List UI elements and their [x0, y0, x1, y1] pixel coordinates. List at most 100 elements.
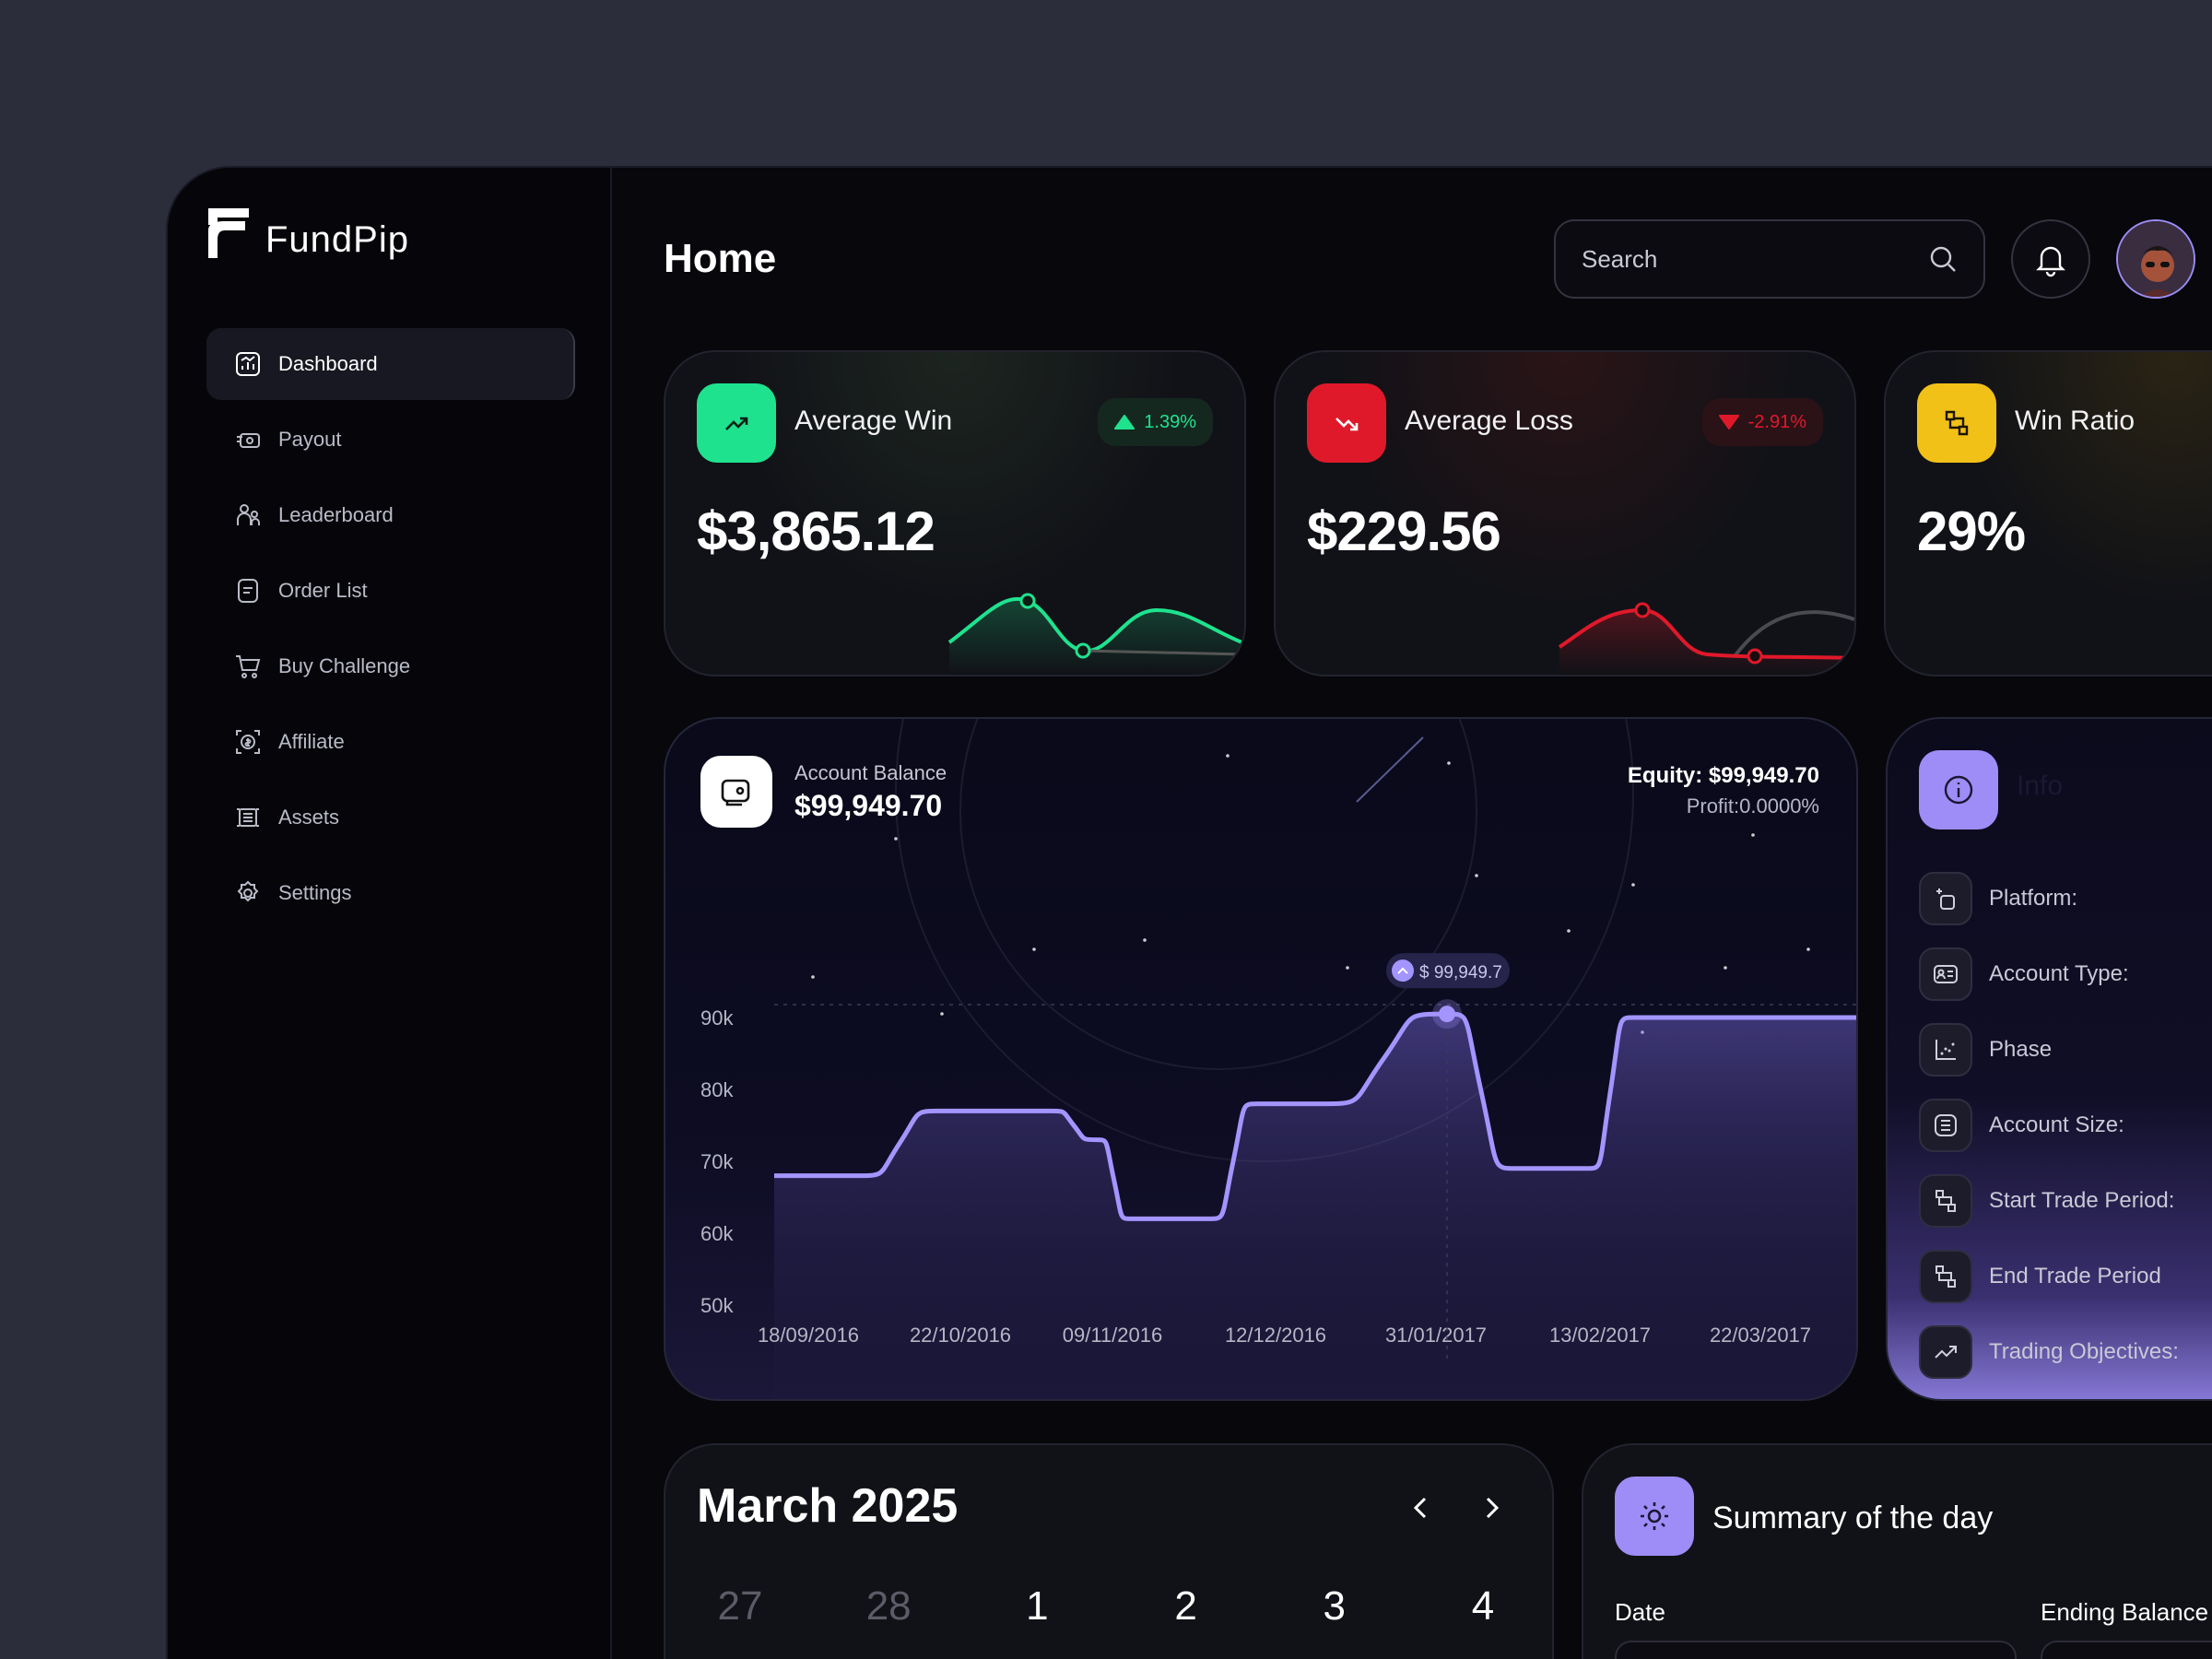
chevron-left-icon — [1413, 1497, 1427, 1519]
ending-balance-field[interactable] — [2041, 1641, 2212, 1659]
sidebar-item-settings[interactable]: Settings — [206, 857, 575, 929]
sidebar-item-affiliate[interactable]: Affiliate — [206, 706, 575, 778]
x-tick-label: 31/01/2017 — [1385, 1324, 1487, 1347]
app-name: FundPip — [265, 218, 409, 260]
sparkline-ratio — [2077, 564, 2212, 675]
calendar-day[interactable]: 3 — [1323, 1583, 1346, 1629]
shooting-star — [1356, 736, 1424, 803]
sidebar: FundPip Dashboard Payout Leaderboard Ord… — [168, 168, 612, 1659]
y-tick-label: 60k — [700, 1222, 734, 1245]
calendar-day[interactable]: 1 — [1026, 1583, 1049, 1629]
search-input[interactable]: Search — [1554, 219, 1985, 299]
balance-label: Account Balance — [794, 761, 947, 784]
info-icon — [1919, 750, 1998, 830]
equity-value: Equity: $99,949.70 — [1627, 763, 1819, 788]
date-label: Date — [1615, 1598, 1665, 1626]
page-title: Home — [664, 236, 777, 281]
payout-icon — [237, 433, 260, 448]
balance-chart: 90k 80k 70k 60k 50k 18/09/2016 22/10/2016 09/1… — [700, 719, 1856, 1399]
calendar-day[interactable]: 2 — [1174, 1583, 1197, 1629]
badge-value: -2.91% — [1747, 411, 1806, 432]
sidebar-item-assets[interactable]: Assets — [206, 782, 575, 853]
sparkline-win — [947, 593, 1244, 675]
info-label: Phase — [1989, 1037, 2053, 1062]
x-tick-label: 18/09/2016 — [758, 1324, 859, 1347]
exchange-icon — [1919, 1250, 1972, 1303]
logo[interactable]: FundPip — [205, 205, 409, 262]
triangle-down-icon — [1718, 415, 1739, 429]
prev-month-button[interactable] — [1403, 1489, 1440, 1526]
exchange-icon — [1917, 383, 1996, 463]
x-tick-label: 22/10/2016 — [910, 1324, 1011, 1347]
tooltip-value: $ 99,949.7 — [1419, 963, 1502, 982]
id-card-icon — [1919, 947, 1972, 1001]
exchange-icon — [1919, 1174, 1972, 1228]
next-month-button[interactable] — [1473, 1489, 1510, 1526]
y-tick-label: 70k — [700, 1150, 734, 1173]
info-row-platform: Platform: — [1919, 861, 2179, 936]
summary-card: Summary of the day Date Ending Balance — [1582, 1443, 2212, 1659]
summary-title: Summary of the day — [1712, 1500, 1994, 1535]
trend-down-icon — [1307, 383, 1386, 463]
peak-point[interactable] — [1439, 1006, 1455, 1023]
logo-mark-icon — [208, 208, 249, 258]
info-label: Account Size: — [1989, 1112, 2124, 1137]
x-tick-label: 09/11/2016 — [1063, 1324, 1162, 1347]
stat-card-win-ratio[interactable]: Win Ratio 29% — [1884, 350, 2212, 677]
status-badge: -2.91% — [1701, 398, 1823, 446]
search-icon[interactable] — [1928, 244, 1958, 274]
trend-icon — [1919, 1325, 1972, 1379]
stat-value: 29% — [1917, 500, 2026, 562]
sidebar-nav: Dashboard Payout Leaderboard Order List … — [206, 328, 575, 933]
order-list-icon — [238, 579, 258, 603]
y-tick-label: 90k — [700, 1006, 734, 1030]
info-row-end-trade-period: End Trade Period — [1919, 1239, 2179, 1314]
notifications-button[interactable] — [2011, 219, 2090, 299]
sidebar-item-label: Leaderboard — [278, 503, 394, 526]
date-field[interactable] — [1615, 1641, 2017, 1659]
sidebar-item-buy-challenge[interactable]: Buy Challenge — [206, 630, 575, 702]
cart-icon — [236, 655, 261, 678]
sidebar-item-order-list[interactable]: Order List — [206, 555, 575, 627]
wallet-icon — [700, 756, 772, 828]
sidebar-item-label: Payout — [278, 428, 342, 451]
y-axis: 90k 80k 70k 60k 50k — [700, 1006, 734, 1317]
calendar-title: March 2025 — [697, 1479, 959, 1533]
x-tick-label: 12/12/2016 — [1225, 1324, 1326, 1347]
info-label: Platform: — [1989, 886, 2078, 911]
stat-card-average-win[interactable]: Average Win 1.39% $3,865.12 — [664, 350, 1246, 677]
sidebar-item-dashboard[interactable]: Dashboard — [206, 328, 575, 400]
info-row-account-type: Account Type: — [1919, 936, 2179, 1012]
bell-icon — [2036, 246, 2065, 277]
calendar-day[interactable]: 4 — [1471, 1583, 1495, 1629]
sidebar-item-label: Affiliate — [278, 730, 345, 753]
sidebar-item-leaderboard[interactable]: Leaderboard — [206, 479, 575, 551]
stat-label: Win Ratio — [2015, 406, 2136, 436]
info-row-phase: Phase — [1919, 1012, 2179, 1088]
info-title: Info — [2017, 771, 2064, 801]
trend-up-icon — [697, 383, 776, 463]
app-window: FundPip Dashboard Payout Leaderboard Ord… — [166, 166, 2212, 1659]
calendar-day[interactable]: 27 — [717, 1583, 763, 1629]
list-icon — [1919, 1099, 1972, 1152]
sidebar-item-label: Buy Challenge — [278, 654, 411, 677]
info-list: Platform: Account Type: Phase Account Si… — [1919, 861, 2179, 1390]
balance-value: $99,949.70 — [794, 789, 943, 822]
stat-label: Average Win — [794, 406, 953, 436]
avatar[interactable] — [2116, 219, 2195, 299]
sidebar-item-label: Dashboard — [278, 352, 378, 375]
info-label: Trading Objectives: — [1989, 1339, 2179, 1364]
chart-marker[interactable]: $ 99,949.7 — [1386, 953, 1510, 1364]
dashboard-icon — [236, 352, 260, 376]
stat-card-average-loss[interactable]: Average Loss -2.91% $229.56 — [1274, 350, 1856, 677]
calendar-day[interactable]: 28 — [865, 1583, 912, 1629]
x-tick-label: 22/03/2017 — [1710, 1324, 1811, 1347]
stat-label: Average Loss — [1405, 406, 1573, 436]
ending-balance-label: Ending Balance — [2041, 1598, 2209, 1626]
decorative-arcs — [895, 719, 1634, 1162]
calendar-card: March 2025 27 28 1 2 3 4 — [664, 1443, 1554, 1659]
x-tick-label: 13/02/2017 — [1549, 1324, 1651, 1347]
sidebar-item-payout[interactable]: Payout — [206, 404, 575, 476]
affiliate-icon — [236, 730, 260, 754]
chart-line — [774, 1011, 1856, 1221]
